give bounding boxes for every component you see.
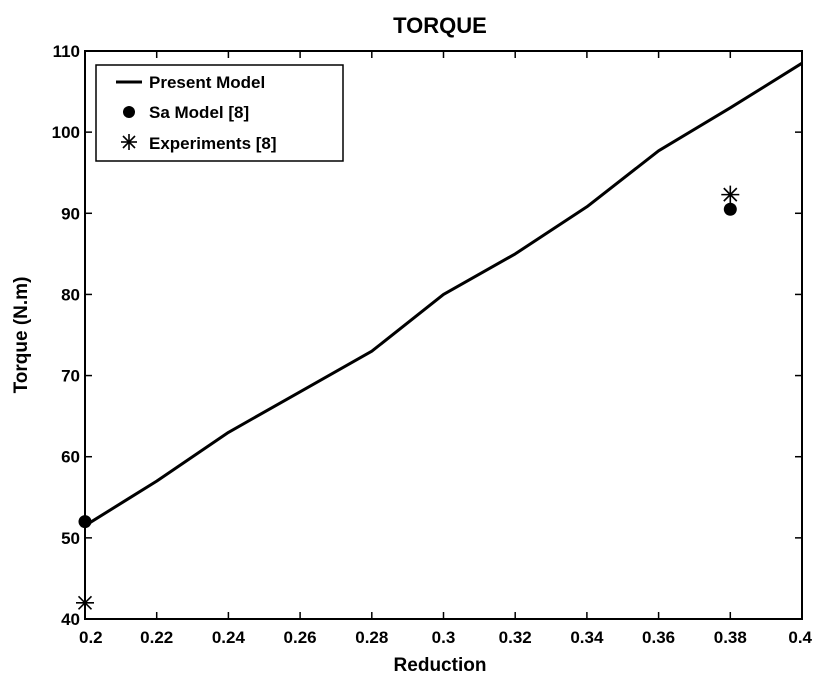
x-axis: 0.2 0.22 0.24 0.26 0.28 0.3 0.32 0.34 0.36 0.38 0.… bbox=[79, 51, 813, 647]
x-tick-label: 0.34 bbox=[570, 628, 604, 647]
legend-label-present-model: Present Model bbox=[149, 73, 265, 92]
legend-asterisk-swatch bbox=[121, 134, 137, 150]
chart-title: TORQUE bbox=[393, 13, 487, 38]
x-tick-label: 0.38 bbox=[714, 628, 747, 647]
x-tick-label: 0.24 bbox=[212, 628, 246, 647]
experiment-point bbox=[76, 593, 94, 612]
y-tick-label: 60 bbox=[61, 448, 80, 467]
y-axis: 40 50 60 70 80 90 100 110 bbox=[52, 42, 802, 629]
y-tick-label: 100 bbox=[52, 123, 80, 142]
x-tick-label: 0.28 bbox=[355, 628, 388, 647]
series-line-present-model bbox=[84, 61, 803, 527]
y-axis-label: Torque (N.m) bbox=[11, 277, 32, 394]
x-tick-label: 0.22 bbox=[140, 628, 173, 647]
y-tick-label: 90 bbox=[61, 204, 80, 223]
sa-model-point bbox=[78, 515, 92, 529]
plot-area bbox=[76, 61, 803, 612]
y-tick-label: 50 bbox=[61, 529, 80, 548]
legend: Present Model Sa Model [8] Experiments [… bbox=[95, 64, 344, 162]
x-tick-label: 0.2 bbox=[79, 628, 103, 647]
sa-model-point bbox=[723, 202, 737, 216]
y-tick-label: 40 bbox=[61, 610, 80, 629]
x-tick-label: 0.26 bbox=[284, 628, 317, 647]
y-tick-label: 110 bbox=[53, 42, 80, 61]
y-tick-label: 80 bbox=[61, 285, 80, 304]
legend-dot-swatch bbox=[123, 106, 135, 118]
x-axis-label: Reduction bbox=[394, 655, 487, 675]
legend-label-experiments: Experiments [8] bbox=[149, 134, 277, 153]
y-tick-label: 70 bbox=[61, 367, 80, 386]
x-tick-label: 0.32 bbox=[499, 628, 532, 647]
x-tick-label: 0.3 bbox=[432, 628, 456, 647]
experiment-point bbox=[721, 185, 740, 204]
x-tick-label: 0.36 bbox=[642, 628, 675, 647]
x-tick-label: 0.4 bbox=[788, 628, 812, 647]
legend-label-sa-model: Sa Model [8] bbox=[149, 103, 249, 122]
